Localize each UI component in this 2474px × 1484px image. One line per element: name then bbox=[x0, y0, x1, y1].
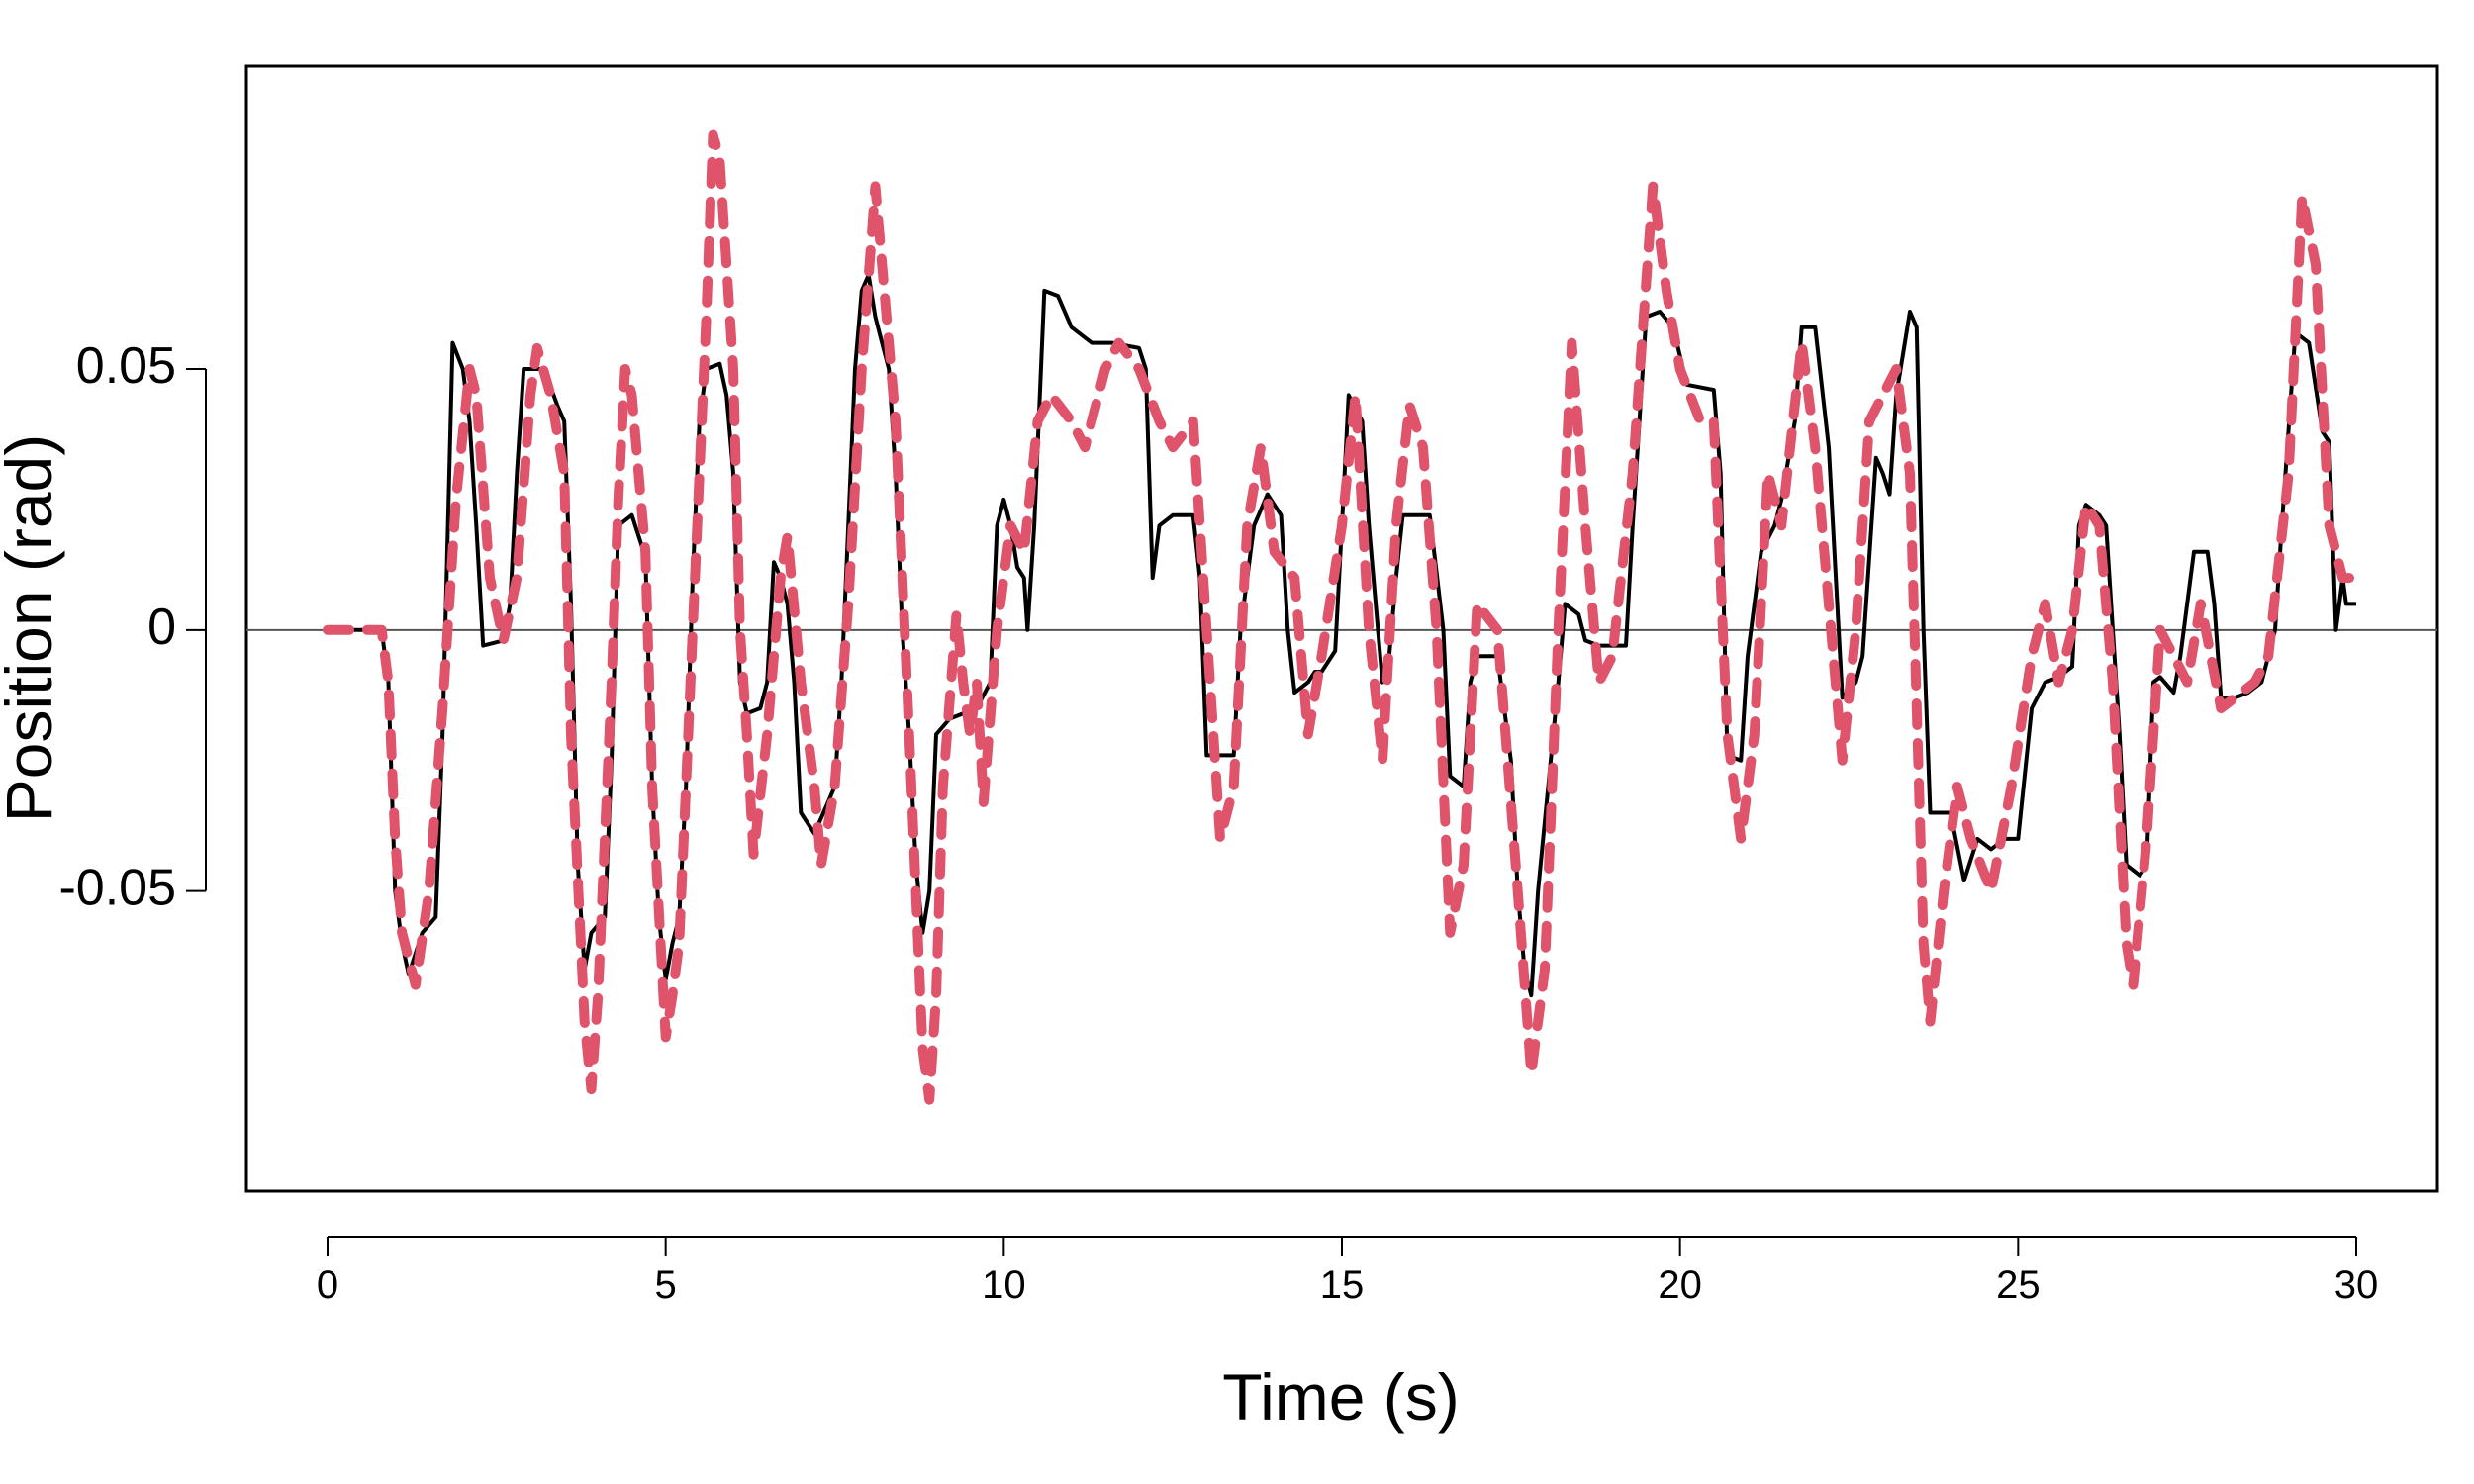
plot-frame bbox=[244, 64, 2439, 1193]
x-tick-label: 30 bbox=[2334, 1263, 2379, 1307]
x-tick-label: 25 bbox=[1996, 1263, 2041, 1307]
series-line-red-dashed bbox=[323, 129, 2361, 1105]
x-tick-label: 20 bbox=[1658, 1263, 1702, 1307]
y-axis: 0.05 0 -0.05 bbox=[58, 337, 207, 917]
x-axis: 0 5 10 15 20 25 30 bbox=[317, 1236, 2379, 1307]
y-tick-label: 0.05 bbox=[76, 337, 176, 395]
x-tick-label: 15 bbox=[1320, 1263, 1365, 1307]
y-tick-label: 0 bbox=[147, 599, 176, 656]
x-tick-label: 0 bbox=[317, 1263, 338, 1307]
x-axis-title: Time (s) bbox=[1222, 1360, 1460, 1434]
series-layer bbox=[323, 129, 2361, 1105]
y-axis-title: Position (rad) bbox=[0, 434, 65, 823]
y-tick-label: -0.05 bbox=[58, 860, 176, 917]
x-tick-label: 5 bbox=[655, 1263, 677, 1307]
x-tick-label: 10 bbox=[982, 1263, 1026, 1307]
